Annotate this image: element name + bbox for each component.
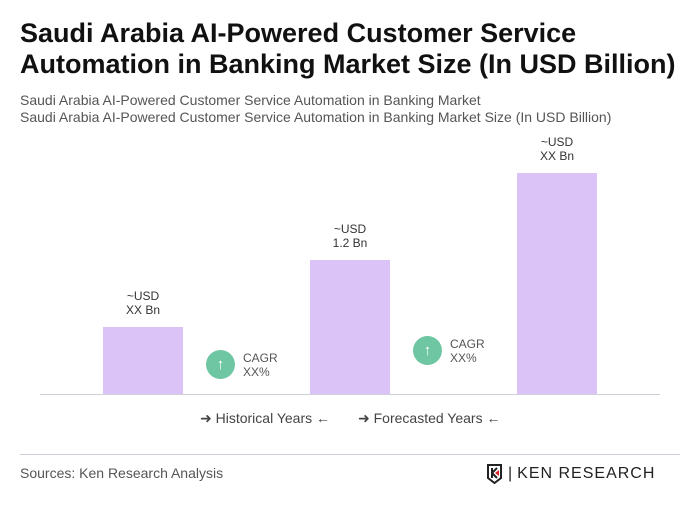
- cagr-value: XX%: [450, 350, 477, 365]
- legend-forecasted: ➜ Forecasted Years ←: [358, 410, 501, 426]
- legend-label: Forecasted Years: [373, 410, 483, 426]
- arrow-up-icon: ↑: [206, 350, 235, 379]
- ken-research-logo: | KEN RESEARCH: [486, 464, 655, 484]
- logo-divider: |: [508, 465, 514, 482]
- data-label-prefix: ~USD: [126, 288, 160, 303]
- arrow-up-icon: ↑: [413, 336, 442, 365]
- cagr-badge-2: ↑ CAGR XX%: [413, 336, 485, 365]
- data-label-value: XX Bn: [539, 149, 575, 164]
- subtitle: Saudi Arabia AI-Powered Customer Service…: [20, 92, 481, 108]
- data-label-prefix: ~USD: [540, 135, 574, 150]
- data-label-prefix: ~USD: [333, 221, 367, 236]
- sources-text: Sources: Ken Research Analysis: [20, 465, 224, 481]
- data-label-2: ~USD 1.2 Bn: [290, 222, 410, 250]
- data-label-1: ~USD XX Bn: [83, 289, 203, 317]
- cagr-badge-1: ↑ CAGR XX%: [206, 350, 278, 379]
- bar-2: [310, 259, 390, 394]
- footer-divider: [20, 454, 680, 455]
- cagr-label: CAGR: [450, 336, 485, 351]
- data-label-value: 1.2 Bn: [332, 235, 368, 250]
- page-title: Saudi Arabia AI-Powered Customer Service…: [20, 18, 676, 79]
- x-axis: [40, 394, 660, 395]
- logo-text: KEN RESEARCH: [517, 465, 656, 482]
- subtitle-2: Saudi Arabia AI-Powered Customer Service…: [20, 109, 612, 125]
- bar-3: [517, 173, 597, 394]
- logo-shield-icon: [487, 464, 502, 484]
- legend-historical: ➜ Historical Years ←: [200, 410, 331, 426]
- legend-label: Historical Years: [215, 410, 313, 426]
- cagr-label: CAGR: [243, 350, 278, 365]
- bar-1: [103, 326, 183, 394]
- data-label-value: XX Bn: [125, 302, 161, 317]
- data-label-3: ~USD XX Bn: [497, 135, 617, 163]
- cagr-value: XX%: [243, 364, 270, 379]
